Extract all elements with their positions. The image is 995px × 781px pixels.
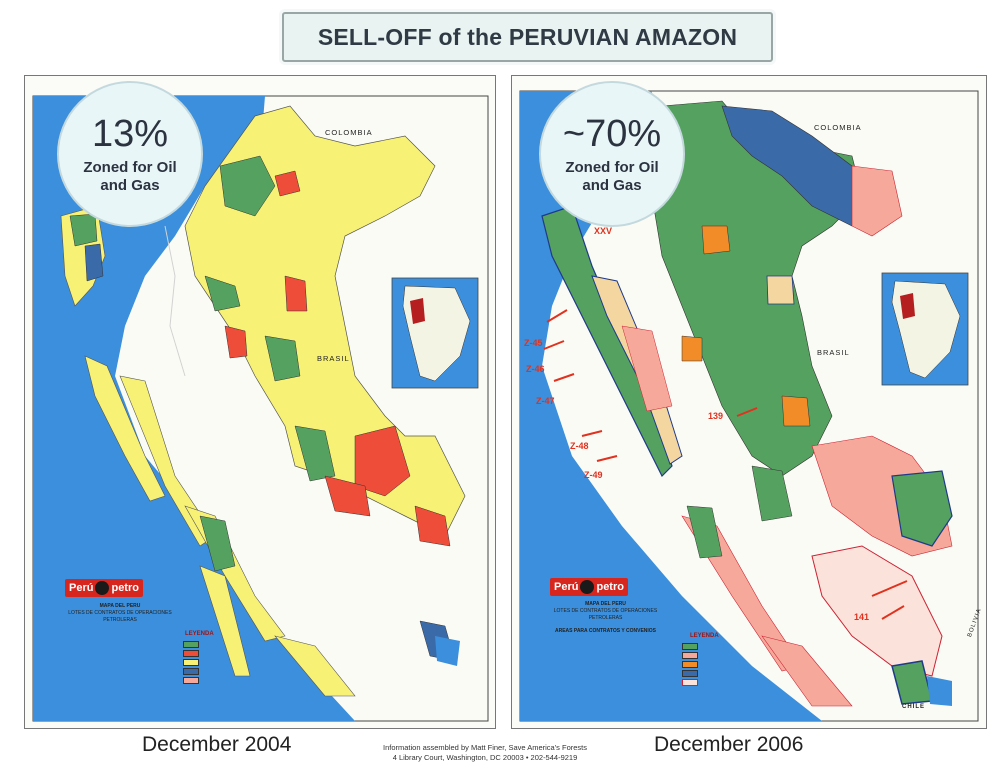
right-logo-text-left: Perú [554, 581, 579, 593]
left-map-title: MAPA DEL PERU LOTES DE CONTRATOS DE OPER… [65, 603, 175, 624]
left-legend-swatches [183, 641, 199, 686]
lot-label-xxv: XXV [594, 226, 613, 236]
right-percent-caption: Zoned for Oil and Gas [565, 159, 659, 194]
left-legend-swatch-yellow [183, 659, 199, 666]
lot-label-z45: Z-45 [524, 338, 543, 348]
lot-label-z46: Z-46 [526, 364, 545, 374]
left-logo-text-right: petro [111, 582, 139, 594]
right-map-subtitle-text: LOTES DE CONTRATOS DE OPERACIONES PETROL… [553, 608, 658, 621]
left-label-brasil: BRASIL [317, 354, 350, 363]
right-map-title: MAPA DEL PERU LOTES DE CONTRATOS DE OPER… [548, 601, 663, 635]
left-legend-swatch-red [183, 650, 199, 657]
right-legend-swatch-blue [682, 670, 698, 677]
title-box: SELL-OFF of the PERUVIAN AMAZON [282, 12, 773, 62]
left-logo-drop-icon [95, 581, 110, 595]
left-map-graphic [32, 95, 489, 722]
left-map-panel: 13% Zoned for Oil and Gas COLOMBIA BRASI… [24, 75, 496, 729]
left-legend-title: LEYENDA [185, 631, 214, 637]
right-legend-swatch-light [682, 679, 698, 686]
right-map-panel: ~70% Zoned for Oil and Gas COLOMBIA BRAS… [511, 75, 987, 729]
right-legend-swatches [682, 643, 698, 688]
right-map-graphic [519, 90, 979, 722]
page-title: SELL-OFF of the PERUVIAN AMAZON [317, 23, 738, 50]
left-map-subtitle-text: LOTES DE CONTRATOS DE OPERACIONES PETROL… [68, 610, 172, 623]
credit-line-2: 4 Library Court, Washington, DC 20003 • … [392, 753, 578, 762]
right-perupetro-logo: Perú petro [550, 578, 628, 596]
right-map-title-text: MAPA DEL PERU [585, 601, 626, 607]
left-map-title-text: MAPA DEL PERU [99, 603, 141, 609]
credit-text: Information assembled by Matt Finer, Sav… [340, 743, 630, 763]
left-percent-badge: 13% Zoned for Oil and Gas [57, 81, 203, 227]
right-legend-swatch-pink [682, 652, 698, 659]
right-date-caption: December 2006 [654, 733, 804, 756]
right-label-colombia: COLOMBIA [814, 123, 862, 132]
right-logo-drop-icon [580, 580, 595, 594]
right-legend-swatch-green [682, 643, 698, 650]
right-legend-title: LEYENDA [690, 633, 719, 639]
right-percent-badge: ~70% Zoned for Oil and Gas [539, 81, 685, 227]
left-logo-text-left: Perú [69, 582, 94, 594]
left-legend-swatch-green [183, 641, 199, 648]
right-label-brasil: BRASIL [817, 348, 850, 357]
left-percent-caption: Zoned for Oil and Gas [83, 159, 177, 194]
lot-label-z47: Z-47 [536, 396, 555, 406]
lot-label-z48: Z-48 [570, 441, 589, 451]
right-percent-value: ~70% [562, 113, 662, 155]
left-legend-swatch-pink [183, 677, 199, 684]
right-label-chile: CHILE [902, 704, 925, 710]
left-perupetro-logo: Perú petro [65, 579, 143, 597]
lot-label-139: 139 [708, 411, 724, 421]
lot-label-141: 141 [854, 612, 870, 622]
left-date-caption: December 2004 [142, 733, 292, 756]
right-map-subtitle2-text: AREAS PARA CONTRATOS Y CONVENIOS [554, 628, 657, 634]
left-percent-value: 13% [91, 113, 169, 155]
right-legend-swatch-orange [682, 661, 698, 668]
credit-line-1: Information assembled by Matt Finer, Sav… [382, 743, 587, 752]
right-logo-text-right: petro [596, 581, 624, 593]
left-label-colombia: COLOMBIA [325, 128, 373, 137]
lot-label-z49: Z-49 [584, 470, 603, 480]
left-legend-swatch-blue [183, 668, 199, 675]
